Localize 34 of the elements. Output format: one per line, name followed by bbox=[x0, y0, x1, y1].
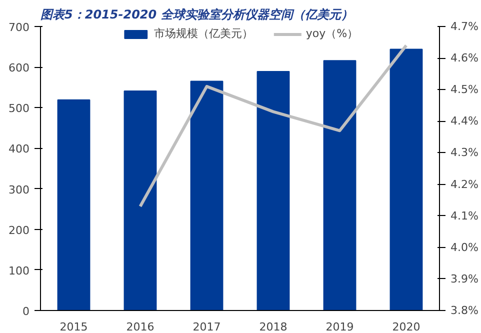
legend-label: yoy（%） bbox=[306, 26, 358, 41]
y2-tick-label: 4.1% bbox=[450, 209, 478, 222]
y-tick-label: 700 bbox=[8, 21, 30, 34]
legend-label: 市场规模（亿美元） bbox=[154, 26, 253, 41]
line-series bbox=[138, 44, 408, 208]
x-tick-label: 2020 bbox=[392, 320, 420, 333]
chart-title: 图表5：2015-2020 全球实验室分析仪器空间（亿美元） bbox=[40, 8, 353, 22]
y-tick-label: 0 bbox=[22, 305, 30, 318]
y2-tick-label: 4.6% bbox=[450, 52, 478, 65]
bar bbox=[57, 99, 90, 310]
y-tick-label: 400 bbox=[8, 142, 30, 156]
x-tick-label: 2015 bbox=[60, 320, 88, 333]
y-tick-label: 500 bbox=[8, 102, 30, 116]
bar bbox=[390, 48, 423, 310]
y2-tick-label: 4.0% bbox=[450, 240, 478, 254]
bar bbox=[190, 80, 224, 310]
y-tick-label: 300 bbox=[8, 183, 30, 196]
x-tick-label: 2018 bbox=[259, 320, 288, 333]
y-tick-label: 600 bbox=[8, 62, 30, 75]
bar bbox=[256, 71, 290, 310]
y2-tick-label: 4.4% bbox=[450, 114, 478, 128]
y-tick-label: 200 bbox=[8, 224, 30, 237]
x-tick-label: 2019 bbox=[326, 320, 354, 333]
y2-tick-label: 4.5% bbox=[450, 83, 478, 96]
x-tick-label: 2016 bbox=[126, 320, 154, 333]
y2-tick-label: 4.3% bbox=[450, 146, 478, 160]
y2-tick-label: 4.7% bbox=[450, 20, 478, 33]
x-tick-label: 2017 bbox=[192, 320, 221, 333]
bar bbox=[323, 60, 356, 310]
bar bbox=[124, 90, 157, 310]
y-tick-label: 100 bbox=[8, 264, 30, 278]
y2-tick-label: 3.8% bbox=[450, 304, 478, 317]
y2-tick-label: 4.2% bbox=[450, 178, 478, 191]
y2-tick-label: 3.9% bbox=[450, 272, 478, 286]
